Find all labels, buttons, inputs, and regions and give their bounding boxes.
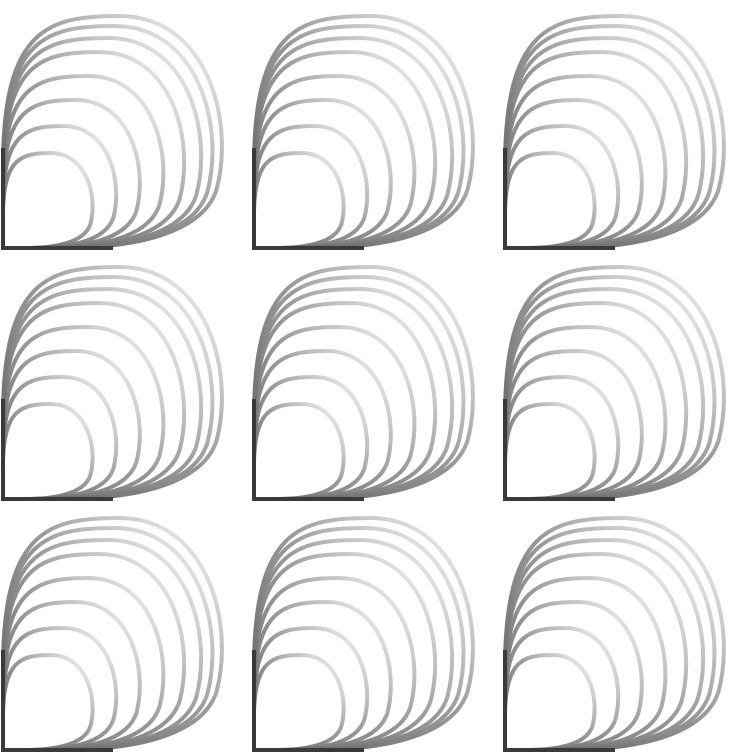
arc-stroke <box>0 374 119 501</box>
arc-stroke <box>1 401 95 501</box>
arc-stroke <box>1 13 224 250</box>
arc-stroke <box>252 264 475 501</box>
arc-stroke <box>503 150 597 250</box>
arc-stroke <box>503 123 621 250</box>
arc-stroke <box>252 324 417 501</box>
arc-tile <box>252 13 475 250</box>
arc-stroke <box>503 551 689 752</box>
arc-stroke <box>503 73 668 250</box>
arc-stroke <box>503 575 668 752</box>
arc-stroke <box>252 401 346 501</box>
arc-stroke <box>503 49 689 250</box>
tile-corner-base <box>503 650 615 752</box>
arc-stroke <box>1 515 224 752</box>
arc-stroke <box>252 575 417 752</box>
tile-corner-base <box>1 650 113 752</box>
tile-corner-base <box>1 148 113 250</box>
tiles-layer <box>0 13 726 752</box>
arc-stroke <box>503 348 644 501</box>
arc-stroke <box>252 515 475 752</box>
arc-stroke <box>503 625 621 752</box>
arc-tile <box>503 264 726 501</box>
arc-tile <box>252 264 475 501</box>
tile-corner-base <box>503 399 615 501</box>
arc-stroke <box>252 599 393 752</box>
tile-corner-base <box>252 399 364 501</box>
arc-stroke <box>503 401 597 501</box>
tile-corner-base <box>252 650 364 752</box>
arc-stroke <box>0 575 166 752</box>
arc-stroke <box>503 324 668 501</box>
arc-stroke <box>503 374 621 501</box>
arc-stroke <box>503 97 644 250</box>
arc-stroke <box>252 13 475 250</box>
arc-stroke <box>252 625 370 752</box>
arc-stroke <box>503 264 726 501</box>
arc-stroke <box>0 73 166 250</box>
arc-stroke <box>503 515 726 752</box>
arc-stroke <box>503 300 689 501</box>
arc-stroke <box>1 599 142 752</box>
arc-stroke <box>252 150 346 250</box>
tile-corner-base <box>1 399 113 501</box>
arc-stroke <box>252 300 438 501</box>
arc-stroke <box>503 652 597 752</box>
arc-stroke <box>503 599 644 752</box>
arc-tile <box>503 515 726 752</box>
arc-stroke <box>1 264 224 501</box>
arc-stroke <box>1 652 95 752</box>
arc-stroke <box>1 348 142 501</box>
arc-stroke <box>503 13 726 250</box>
arc-stroke <box>252 551 438 752</box>
arc-tile <box>252 515 475 752</box>
arc-stroke <box>1 150 95 250</box>
arc-stroke <box>252 123 370 250</box>
arc-stroke <box>0 625 119 752</box>
arc-stroke <box>252 49 438 250</box>
arc-stroke <box>252 348 393 501</box>
arc-stroke <box>252 374 370 501</box>
arc-stroke <box>1 551 187 752</box>
arc-tile <box>0 264 224 501</box>
tile-corner-base <box>503 148 615 250</box>
arc-stroke <box>1 97 142 250</box>
tile-corner-base <box>252 148 364 250</box>
arc-stroke <box>252 652 346 752</box>
arc-stroke <box>252 97 393 250</box>
arc-tile <box>0 515 224 752</box>
arc-stroke <box>0 324 166 501</box>
arc-tile <box>503 13 726 250</box>
arc-stroke <box>1 49 187 250</box>
arc-stroke <box>1 300 187 501</box>
arc-tile <box>0 13 224 250</box>
arc-stroke <box>252 73 417 250</box>
arc-stroke <box>0 123 119 250</box>
